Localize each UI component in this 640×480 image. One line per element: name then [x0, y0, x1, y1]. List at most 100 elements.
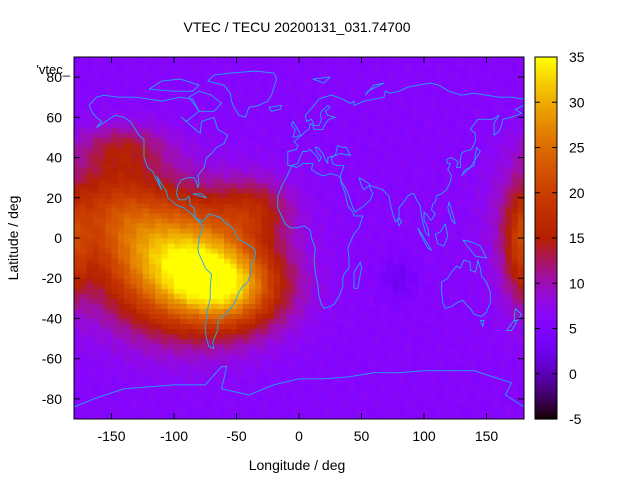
heatmap-cell	[374, 167, 381, 174]
heatmap-cell	[255, 92, 263, 98]
heatmap-cell	[324, 72, 331, 78]
heatmap-cell	[399, 263, 406, 269]
heatmap-cell	[461, 177, 469, 184]
heatmap-cell	[249, 288, 256, 294]
heatmap-cell	[205, 308, 213, 315]
heatmap-cell	[174, 132, 181, 139]
heatmap-cell	[474, 102, 481, 108]
heatmap-cell	[461, 388, 469, 395]
heatmap-cell	[155, 222, 163, 229]
heatmap-cell	[236, 137, 244, 144]
heatmap-cell	[342, 293, 350, 299]
heatmap-cell	[274, 393, 281, 400]
heatmap-cell	[517, 383, 524, 390]
heatmap-cell	[349, 388, 356, 395]
heatmap-cell	[505, 373, 513, 380]
heatmap-cell	[99, 162, 106, 169]
heatmap-cell	[517, 142, 524, 149]
heatmap-cell	[449, 112, 456, 118]
heatmap-cell	[292, 318, 300, 325]
heatmap-cell	[355, 182, 363, 189]
heatmap-cell	[117, 378, 125, 385]
heatmap-cell	[474, 308, 481, 315]
heatmap-cell	[349, 298, 356, 304]
heatmap-cell	[267, 132, 275, 139]
heatmap-cell	[305, 308, 313, 315]
heatmap-cell	[174, 308, 181, 315]
heatmap-cell	[255, 268, 263, 274]
heatmap-cell	[436, 97, 444, 103]
heatmap-cell	[305, 197, 313, 204]
heatmap-cell	[236, 132, 244, 139]
heatmap-cell	[217, 263, 225, 269]
heatmap-cell	[511, 97, 519, 103]
heatmap-cell	[180, 333, 188, 340]
heatmap-cell	[374, 172, 381, 179]
heatmap-cell	[280, 232, 288, 239]
heatmap-cell	[117, 298, 125, 304]
heatmap-cell	[199, 238, 206, 244]
heatmap-cell	[224, 238, 231, 244]
heatmap-cell	[367, 368, 375, 375]
heatmap-cell	[180, 383, 188, 390]
heatmap-cell	[117, 258, 125, 264]
heatmap-cell	[74, 383, 81, 390]
heatmap-cell	[411, 263, 419, 269]
heatmap-cell	[192, 243, 200, 249]
heatmap-cell	[86, 278, 94, 284]
heatmap-cell	[467, 122, 475, 128]
heatmap-cell	[124, 258, 131, 264]
heatmap-cell	[161, 393, 169, 400]
heatmap-cell	[380, 132, 388, 139]
heatmap-cell	[467, 112, 475, 118]
heatmap-cell	[155, 398, 163, 405]
heatmap-cell	[449, 232, 456, 239]
heatmap-cell	[392, 152, 400, 159]
heatmap-cell	[124, 358, 131, 365]
heatmap-cell	[505, 333, 513, 340]
heatmap-cell	[192, 318, 200, 325]
heatmap-cell	[74, 238, 81, 244]
heatmap-cell	[411, 127, 419, 134]
heatmap-cell	[211, 122, 219, 128]
heatmap-cell	[411, 298, 419, 304]
heatmap-cell	[430, 373, 438, 380]
heatmap-cell	[224, 273, 231, 279]
heatmap-cell	[292, 283, 300, 289]
heatmap-cell	[442, 147, 450, 154]
heatmap-cell	[342, 328, 350, 335]
heatmap-cell	[299, 87, 306, 93]
heatmap-cell	[411, 288, 419, 294]
heatmap-cell	[286, 217, 294, 224]
heatmap-cell	[105, 333, 113, 340]
heatmap-cell	[274, 117, 281, 123]
heatmap-cell	[74, 248, 81, 254]
heatmap-cell	[261, 378, 269, 385]
heatmap-cell	[92, 182, 100, 189]
heatmap-cell	[417, 258, 425, 264]
heatmap-cell	[392, 162, 400, 169]
heatmap-cell	[117, 313, 125, 320]
heatmap-cell	[74, 328, 81, 335]
heatmap-cell	[511, 388, 519, 395]
heatmap-cell	[480, 152, 488, 159]
heatmap-cell	[430, 102, 438, 108]
heatmap-cell	[380, 328, 388, 335]
heatmap-cell	[449, 348, 456, 355]
heatmap-cell	[355, 353, 363, 360]
heatmap-cell	[355, 258, 363, 264]
heatmap-cell	[380, 248, 388, 254]
heatmap-cell	[392, 207, 400, 214]
heatmap-cell	[317, 403, 325, 410]
heatmap-cell	[405, 383, 413, 390]
heatmap-cell	[467, 167, 475, 174]
heatmap-cell	[436, 152, 444, 159]
heatmap-cell	[405, 253, 413, 259]
heatmap-cell	[124, 232, 131, 239]
heatmap-cell	[305, 207, 313, 214]
heatmap-cell	[86, 217, 94, 224]
heatmap-cell	[467, 177, 475, 184]
heatmap-cell	[280, 413, 288, 419]
heatmap-cell	[442, 268, 450, 274]
heatmap-cell	[467, 232, 475, 239]
